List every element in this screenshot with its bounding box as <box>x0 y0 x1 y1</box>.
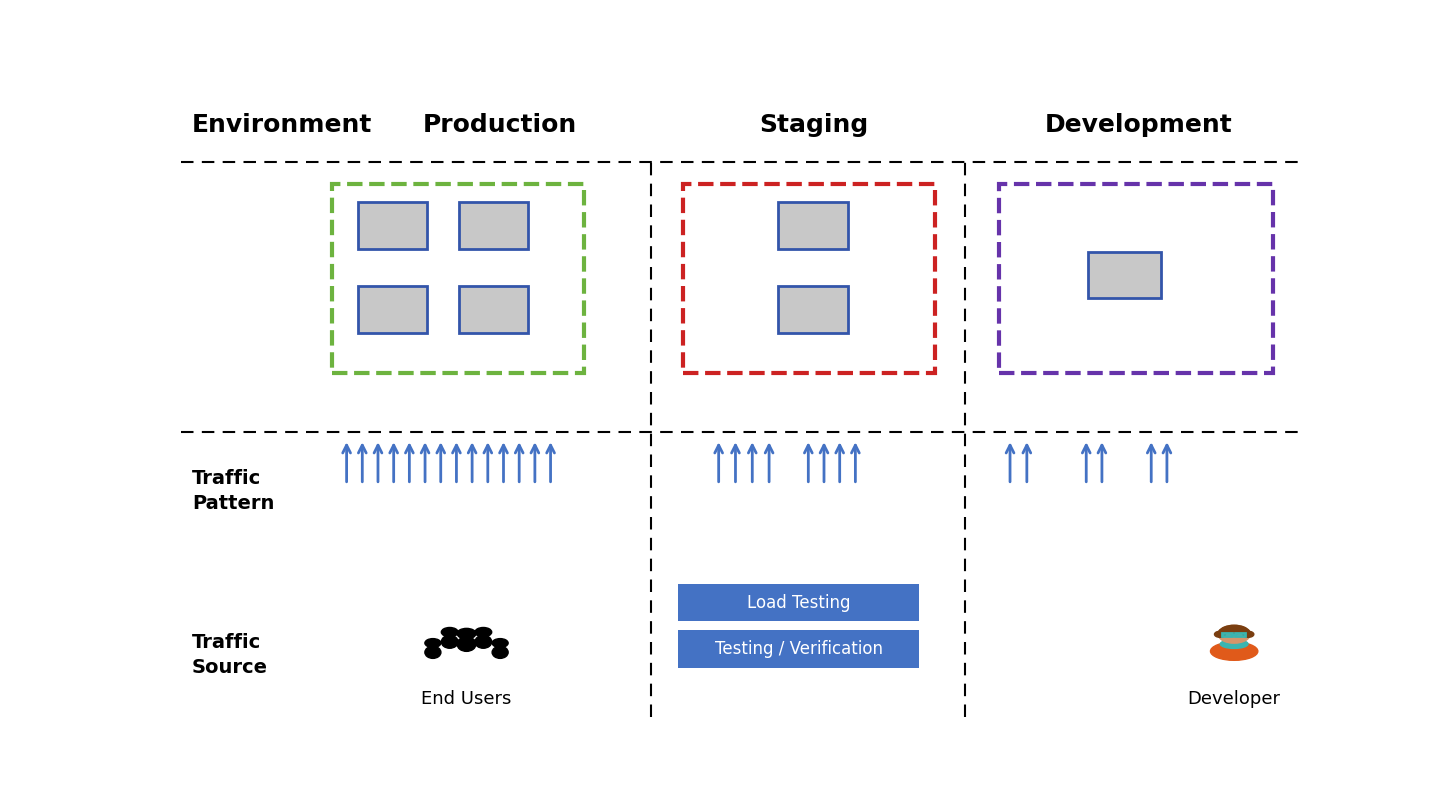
Text: Testing / Verification: Testing / Verification <box>714 640 884 658</box>
Text: Load Testing: Load Testing <box>748 593 850 612</box>
Ellipse shape <box>492 646 508 659</box>
Ellipse shape <box>1220 639 1248 648</box>
Bar <box>357 286 428 333</box>
Ellipse shape <box>457 637 476 651</box>
Text: Traffic
Source: Traffic Source <box>192 634 268 677</box>
Circle shape <box>492 638 508 647</box>
Ellipse shape <box>425 646 441 659</box>
Text: Production: Production <box>424 113 577 137</box>
Ellipse shape <box>474 635 492 648</box>
Circle shape <box>457 629 476 639</box>
Circle shape <box>1215 631 1225 638</box>
Bar <box>683 184 936 373</box>
Text: Traffic
Pattern: Traffic Pattern <box>192 469 275 513</box>
Ellipse shape <box>1210 642 1258 660</box>
Wedge shape <box>1219 625 1249 634</box>
Bar <box>778 286 847 333</box>
Bar <box>458 286 528 333</box>
Text: Development: Development <box>1045 113 1233 137</box>
Text: Staging: Staging <box>759 113 869 137</box>
Bar <box>458 202 528 249</box>
Bar <box>333 184 584 373</box>
Bar <box>1089 251 1161 298</box>
Circle shape <box>1218 625 1251 643</box>
Text: Environment: Environment <box>192 113 372 137</box>
Bar <box>999 184 1274 373</box>
Circle shape <box>1244 631 1254 638</box>
Circle shape <box>425 638 441 647</box>
Text: End Users: End Users <box>421 690 512 708</box>
Bar <box>778 202 847 249</box>
Bar <box>678 630 920 667</box>
Circle shape <box>474 628 492 637</box>
Bar <box>357 202 428 249</box>
Bar <box>678 584 920 621</box>
Text: Developer: Developer <box>1187 690 1281 708</box>
Ellipse shape <box>441 635 458 648</box>
Circle shape <box>441 628 458 637</box>
